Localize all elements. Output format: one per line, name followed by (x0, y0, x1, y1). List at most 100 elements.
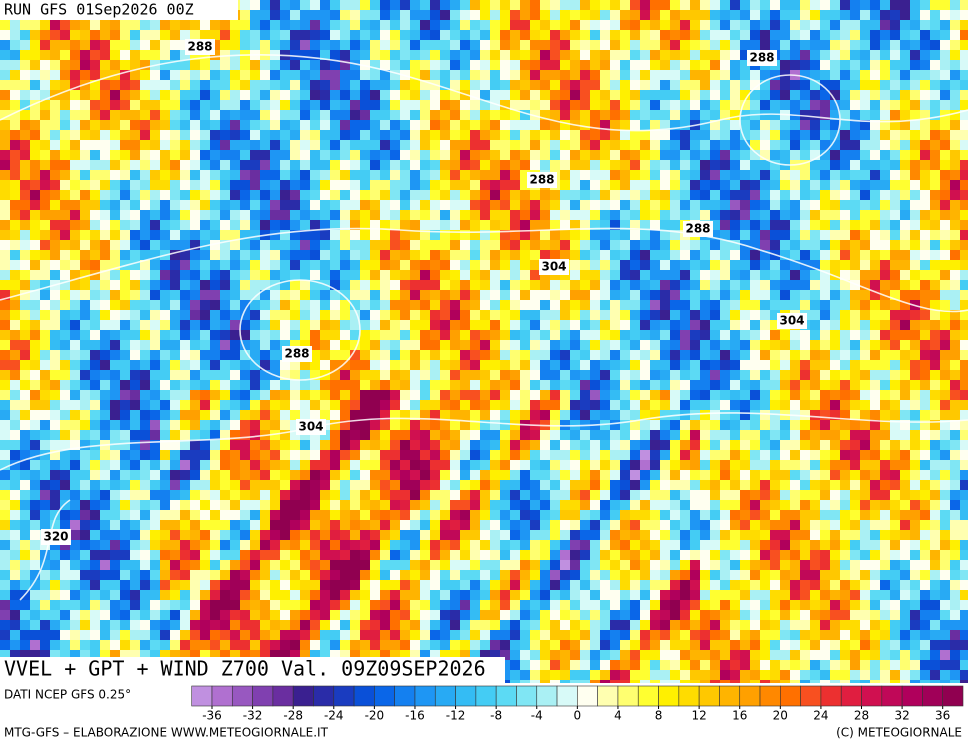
field-cell (130, 330, 140, 340)
field-cell (450, 110, 460, 120)
field-cell (480, 130, 490, 140)
field-cell (730, 10, 740, 20)
field-cell (40, 490, 50, 500)
field-cell (550, 130, 560, 140)
field-cell (430, 250, 440, 260)
field-cell (630, 310, 640, 320)
field-cell (880, 260, 890, 270)
field-cell (60, 100, 70, 110)
field-cell (820, 390, 830, 400)
field-cell (350, 480, 360, 490)
field-cell (70, 80, 80, 90)
field-cell (480, 310, 490, 320)
field-cell (560, 440, 570, 450)
field-cell (920, 10, 930, 20)
field-cell (860, 60, 870, 70)
field-cell (830, 400, 840, 410)
field-cell (440, 380, 450, 390)
field-cell (350, 180, 360, 190)
field-cell (420, 70, 430, 80)
field-cell (660, 280, 670, 290)
field-cell (150, 480, 160, 490)
field-cell (890, 40, 900, 50)
field-cell (770, 110, 780, 120)
field-cell (80, 110, 90, 120)
field-cell (940, 490, 950, 500)
field-cell (620, 430, 630, 440)
field-cell (880, 220, 890, 230)
field-cell (420, 80, 430, 90)
field-cell (140, 20, 150, 30)
field-cell (910, 320, 920, 330)
field-cell (830, 280, 840, 290)
field-cell (590, 470, 600, 480)
field-cell (540, 60, 550, 70)
field-cell (70, 350, 80, 360)
field-cell (630, 240, 640, 250)
field-cell (680, 150, 690, 160)
field-cell (480, 40, 490, 50)
field-cell (360, 280, 370, 290)
field-cell (70, 470, 80, 480)
field-cell (770, 380, 780, 390)
field-cell (70, 320, 80, 330)
field-cell (400, 390, 410, 400)
field-cell (100, 280, 110, 290)
field-cell (180, 200, 190, 210)
field-cell (670, 250, 680, 260)
field-cell (70, 160, 80, 170)
field-cell (360, 20, 370, 30)
field-cell (850, 30, 860, 40)
field-cell (710, 300, 720, 310)
field-cell (250, 190, 260, 200)
field-cell (170, 150, 180, 160)
field-cell (220, 460, 230, 470)
field-cell (640, 190, 650, 200)
field-cell (60, 260, 70, 270)
field-cell (770, 350, 780, 360)
field-cell (460, 380, 470, 390)
field-cell (890, 150, 900, 160)
field-cell (30, 460, 40, 470)
field-cell (560, 250, 570, 260)
field-cell (750, 380, 760, 390)
field-cell (60, 400, 70, 410)
field-cell (320, 140, 330, 150)
field-cell (390, 230, 400, 240)
field-cell (940, 10, 950, 20)
field-cell (210, 100, 220, 110)
field-cell (600, 190, 610, 200)
field-cell (550, 280, 560, 290)
field-cell (440, 10, 450, 20)
field-cell (50, 100, 60, 110)
field-cell (870, 180, 880, 190)
field-cell (140, 440, 150, 450)
field-cell (950, 130, 960, 140)
field-cell (80, 370, 90, 380)
field-cell (490, 480, 500, 490)
field-cell (890, 270, 900, 280)
field-cell (190, 450, 200, 460)
field-cell (700, 390, 710, 400)
field-cell (680, 330, 690, 340)
field-cell (940, 30, 950, 40)
field-cell (530, 20, 540, 30)
field-cell (620, 20, 630, 30)
field-cell (830, 210, 840, 220)
field-cell (470, 190, 480, 200)
field-cell (810, 150, 820, 160)
field-cell (570, 270, 580, 280)
field-cell (380, 80, 390, 90)
field-cell (260, 470, 270, 480)
field-cell (150, 190, 160, 200)
field-cell (110, 180, 120, 190)
field-cell (420, 190, 430, 200)
field-cell (710, 310, 720, 320)
field-cell (800, 360, 810, 370)
field-cell (90, 330, 100, 340)
field-cell (540, 440, 550, 450)
field-cell (160, 300, 170, 310)
field-cell (490, 80, 500, 90)
field-cell (950, 220, 960, 230)
field-cell (760, 20, 770, 30)
